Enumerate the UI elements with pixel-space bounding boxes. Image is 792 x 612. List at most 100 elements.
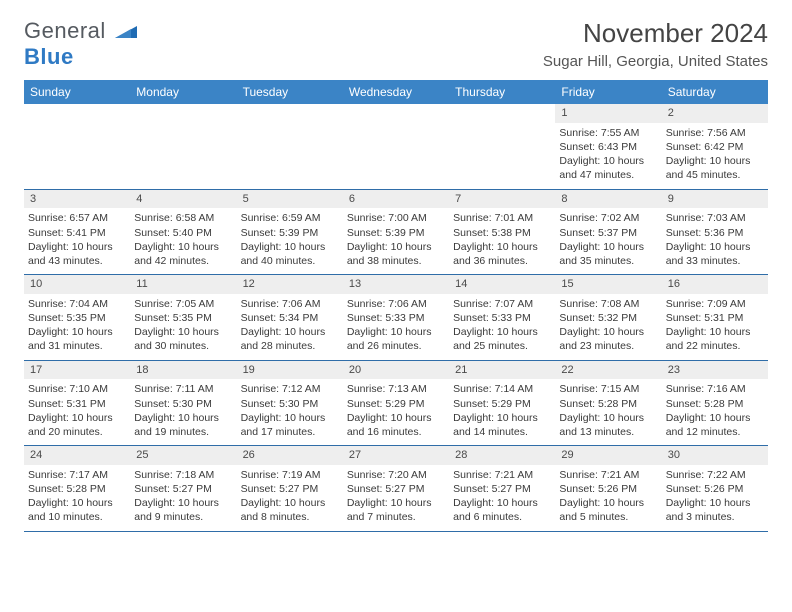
brand-line1: General (24, 18, 106, 43)
day-of-week-header: Sunday Monday Tuesday Wednesday Thursday… (24, 80, 768, 104)
day-number: 22 (555, 361, 661, 380)
daylight-text: Daylight: 10 hours and 10 minutes. (28, 496, 126, 524)
sunset-text: Sunset: 5:28 PM (559, 397, 657, 411)
day-number: 13 (343, 275, 449, 294)
sunrise-text: Sunrise: 6:59 AM (241, 211, 339, 225)
dow-sunday: Sunday (24, 80, 130, 104)
day-number: 24 (24, 446, 130, 465)
daylight-text: Daylight: 10 hours and 19 minutes. (134, 411, 232, 439)
sunrise-text: Sunrise: 6:58 AM (134, 211, 232, 225)
daylight-text: Daylight: 10 hours and 14 minutes. (453, 411, 551, 439)
sunset-text: Sunset: 5:33 PM (453, 311, 551, 325)
sunrise-text: Sunrise: 7:08 AM (559, 297, 657, 311)
day-cell: 14Sunrise: 7:07 AMSunset: 5:33 PMDayligh… (449, 275, 555, 360)
daylight-text: Daylight: 10 hours and 20 minutes. (28, 411, 126, 439)
sunrise-text: Sunrise: 7:20 AM (347, 468, 445, 482)
daylight-text: Daylight: 10 hours and 35 minutes. (559, 240, 657, 268)
sunrise-text: Sunrise: 7:16 AM (666, 382, 764, 396)
sunset-text: Sunset: 5:26 PM (666, 482, 764, 496)
daylight-text: Daylight: 10 hours and 43 minutes. (28, 240, 126, 268)
sunset-text: Sunset: 5:27 PM (241, 482, 339, 496)
daylight-text: Daylight: 10 hours and 26 minutes. (347, 325, 445, 353)
daylight-text: Daylight: 10 hours and 38 minutes. (347, 240, 445, 268)
day-number: 23 (662, 361, 768, 380)
day-number (237, 104, 343, 123)
day-cell: 6Sunrise: 7:00 AMSunset: 5:39 PMDaylight… (343, 190, 449, 275)
daylight-text: Daylight: 10 hours and 7 minutes. (347, 496, 445, 524)
sunrise-text: Sunrise: 7:21 AM (559, 468, 657, 482)
day-cell: 11Sunrise: 7:05 AMSunset: 5:35 PMDayligh… (130, 275, 236, 360)
sunrise-text: Sunrise: 7:22 AM (666, 468, 764, 482)
sunset-text: Sunset: 5:30 PM (241, 397, 339, 411)
daylight-text: Daylight: 10 hours and 28 minutes. (241, 325, 339, 353)
week-row: 17Sunrise: 7:10 AMSunset: 5:31 PMDayligh… (24, 361, 768, 447)
sunrise-text: Sunrise: 7:01 AM (453, 211, 551, 225)
day-number: 4 (130, 190, 236, 209)
daylight-text: Daylight: 10 hours and 31 minutes. (28, 325, 126, 353)
day-cell: 3Sunrise: 6:57 AMSunset: 5:41 PMDaylight… (24, 190, 130, 275)
day-number: 7 (449, 190, 555, 209)
day-cell: 24Sunrise: 7:17 AMSunset: 5:28 PMDayligh… (24, 446, 130, 531)
sunset-text: Sunset: 5:30 PM (134, 397, 232, 411)
day-cell: 2Sunrise: 7:56 AMSunset: 6:42 PMDaylight… (662, 104, 768, 189)
day-number: 19 (237, 361, 343, 380)
day-number: 14 (449, 275, 555, 294)
day-cell: 30Sunrise: 7:22 AMSunset: 5:26 PMDayligh… (662, 446, 768, 531)
sunset-text: Sunset: 5:35 PM (134, 311, 232, 325)
day-cell: 18Sunrise: 7:11 AMSunset: 5:30 PMDayligh… (130, 361, 236, 446)
day-cell: 28Sunrise: 7:21 AMSunset: 5:27 PMDayligh… (449, 446, 555, 531)
daylight-text: Daylight: 10 hours and 22 minutes. (666, 325, 764, 353)
title-block: November 2024 Sugar Hill, Georgia, Unite… (543, 18, 768, 70)
week-row: 3Sunrise: 6:57 AMSunset: 5:41 PMDaylight… (24, 190, 768, 276)
sunset-text: Sunset: 5:28 PM (666, 397, 764, 411)
dow-saturday: Saturday (662, 80, 768, 104)
day-cell: 12Sunrise: 7:06 AMSunset: 5:34 PMDayligh… (237, 275, 343, 360)
page-title: November 2024 (543, 18, 768, 49)
day-number: 15 (555, 275, 661, 294)
sunset-text: Sunset: 6:42 PM (666, 140, 764, 154)
daylight-text: Daylight: 10 hours and 8 minutes. (241, 496, 339, 524)
day-number: 21 (449, 361, 555, 380)
sunrise-text: Sunrise: 7:21 AM (453, 468, 551, 482)
sunrise-text: Sunrise: 7:56 AM (666, 126, 764, 140)
day-cell: 13Sunrise: 7:06 AMSunset: 5:33 PMDayligh… (343, 275, 449, 360)
daylight-text: Daylight: 10 hours and 45 minutes. (666, 154, 764, 182)
daylight-text: Daylight: 10 hours and 42 minutes. (134, 240, 232, 268)
sunset-text: Sunset: 5:29 PM (347, 397, 445, 411)
sunrise-text: Sunrise: 7:15 AM (559, 382, 657, 396)
weeks-container: 1Sunrise: 7:55 AMSunset: 6:43 PMDaylight… (24, 104, 768, 532)
sunrise-text: Sunrise: 7:07 AM (453, 297, 551, 311)
sunrise-text: Sunrise: 7:12 AM (241, 382, 339, 396)
day-cell: 27Sunrise: 7:20 AMSunset: 5:27 PMDayligh… (343, 446, 449, 531)
daylight-text: Daylight: 10 hours and 3 minutes. (666, 496, 764, 524)
day-number: 29 (555, 446, 661, 465)
logo-triangle-icon (115, 18, 137, 43)
day-cell: 9Sunrise: 7:03 AMSunset: 5:36 PMDaylight… (662, 190, 768, 275)
day-cell: 1Sunrise: 7:55 AMSunset: 6:43 PMDaylight… (555, 104, 661, 189)
sunrise-text: Sunrise: 7:19 AM (241, 468, 339, 482)
sunset-text: Sunset: 5:34 PM (241, 311, 339, 325)
day-cell (449, 104, 555, 189)
daylight-text: Daylight: 10 hours and 30 minutes. (134, 325, 232, 353)
day-cell: 8Sunrise: 7:02 AMSunset: 5:37 PMDaylight… (555, 190, 661, 275)
daylight-text: Daylight: 10 hours and 17 minutes. (241, 411, 339, 439)
day-cell: 21Sunrise: 7:14 AMSunset: 5:29 PMDayligh… (449, 361, 555, 446)
day-number: 28 (449, 446, 555, 465)
daylight-text: Daylight: 10 hours and 36 minutes. (453, 240, 551, 268)
sunset-text: Sunset: 5:27 PM (453, 482, 551, 496)
sunrise-text: Sunrise: 7:00 AM (347, 211, 445, 225)
day-cell: 19 Sunrise: 7:12 AMSunset: 5:30 PMDayligh… (237, 361, 343, 446)
day-number: 10 (24, 275, 130, 294)
sunrise-text: Sunrise: 7:04 AM (28, 297, 126, 311)
day-cell: 20Sunrise: 7:13 AMSunset: 5:29 PMDayligh… (343, 361, 449, 446)
sunset-text: Sunset: 5:31 PM (666, 311, 764, 325)
day-cell: 25Sunrise: 7:18 AMSunset: 5:27 PMDayligh… (130, 446, 236, 531)
day-number: 27 (343, 446, 449, 465)
sunset-text: Sunset: 5:29 PM (453, 397, 551, 411)
day-number (343, 104, 449, 123)
sunrise-text: Sunrise: 7:10 AM (28, 382, 126, 396)
daylight-text: Daylight: 10 hours and 23 minutes. (559, 325, 657, 353)
day-number: 12 (237, 275, 343, 294)
day-cell: 7Sunrise: 7:01 AMSunset: 5:38 PMDaylight… (449, 190, 555, 275)
dow-tuesday: Tuesday (237, 80, 343, 104)
